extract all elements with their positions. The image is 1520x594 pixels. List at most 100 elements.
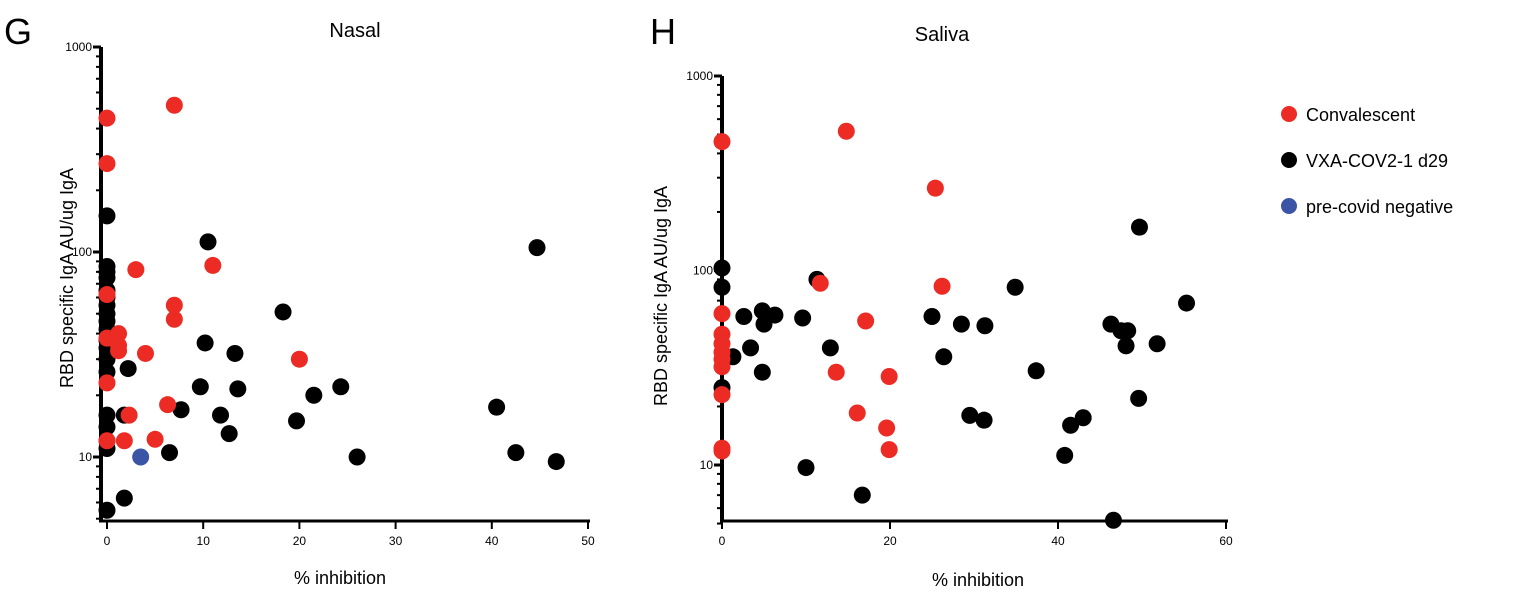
- panel-g-point-vxa-cov2-1-d29: [199, 233, 217, 251]
- panel-h-point-convalescent: [811, 274, 829, 292]
- panel-g-point-vxa-cov2-1-d29: [547, 453, 565, 471]
- panel-h-point-vxa-cov2-1-d29: [1178, 294, 1196, 312]
- panel-g-point-vxa-cov2-1-d29: [229, 380, 247, 398]
- panel-h-point-vxa-cov2-1-d29: [1117, 337, 1135, 355]
- panel-h-point-convalescent: [857, 312, 875, 330]
- panel-g-y-tick-label: 100: [72, 245, 92, 259]
- panel-h-point-vxa-cov2-1-d29: [1074, 409, 1092, 427]
- panel-h-points: [713, 122, 1196, 529]
- panel-h-point-vxa-cov2-1-d29: [1119, 322, 1137, 340]
- panel-g-point-convalescent: [165, 96, 183, 114]
- panel-h-point-vxa-cov2-1-d29: [1027, 362, 1045, 380]
- panel-g-point-vxa-cov2-1-d29: [98, 406, 116, 424]
- panel-g-point-convalescent: [290, 350, 308, 368]
- panel-g-point-vxa-cov2-1-d29: [507, 444, 525, 462]
- panel-h-point-vxa-cov2-1-d29: [1006, 278, 1024, 296]
- panel-g-x-tick-label: 10: [197, 534, 211, 548]
- legend-label-vxa: VXA-COV2-1 d29: [1306, 151, 1448, 171]
- panel-h-point-vxa-cov2-1-d29: [1130, 218, 1148, 236]
- panel-h-x-axis-label: % inhibition: [932, 570, 1024, 590]
- panel-h-point-vxa-cov2-1-d29: [976, 317, 994, 335]
- panel-g-point-vxa-cov2-1-d29: [119, 360, 137, 378]
- panel-g-point-convalescent: [136, 344, 154, 362]
- legend-entry-convalescent: Convalescent: [1281, 105, 1415, 125]
- panel-g-point-convalescent: [120, 406, 138, 424]
- panel-h-point-convalescent: [926, 179, 944, 197]
- panel-h-point-vxa-cov2-1-d29: [1062, 416, 1080, 434]
- panel-h-point-vxa-cov2-1-d29: [1056, 446, 1074, 464]
- panel-h-y-tick-label: 100: [693, 264, 713, 278]
- panel-g-point-convalescent: [165, 310, 183, 328]
- panel-g-point-vxa-cov2-1-d29: [288, 412, 306, 430]
- panel-g-x-tick-label: 50: [581, 534, 595, 548]
- panel-g-point-vxa-cov2-1-d29: [528, 239, 546, 257]
- panel-g-point-convalescent: [98, 374, 116, 392]
- panel-g-point-vxa-cov2-1-d29: [115, 489, 133, 507]
- panel-g-title: Nasal: [329, 20, 380, 42]
- panel-h-point-vxa-cov2-1-d29: [794, 309, 812, 327]
- panel-h-point-vxa-cov2-1-d29: [735, 308, 753, 326]
- panel-h-y-axis-label: RBD specific IgA AU/ug IgA: [651, 186, 671, 406]
- panel-h-point-convalescent: [827, 363, 845, 381]
- panel-h-point-convalescent: [880, 368, 898, 386]
- panel-h-point-convalescent: [848, 404, 866, 422]
- panel-g-point-convalescent: [115, 432, 133, 450]
- panel-g-point-convalescent: [127, 261, 145, 279]
- panel-g-letter: G: [4, 11, 32, 52]
- panel-h-point-vxa-cov2-1-d29: [1148, 335, 1166, 353]
- panel-g-point-convalescent: [98, 155, 116, 173]
- panel-h: H Saliva % inhibition RBD specific IgA A…: [650, 11, 1233, 590]
- panel-g-point-convalescent: [165, 296, 183, 314]
- legend-label-pre-covid: pre-covid negative: [1306, 197, 1453, 217]
- panel-h-x-tick-label: 40: [1051, 534, 1065, 548]
- panel-h-x-tick-label: 60: [1219, 534, 1233, 548]
- panel-g-point-vxa-cov2-1-d29: [191, 378, 209, 396]
- panel-g-x-tick-label: 30: [389, 534, 403, 548]
- panel-g-point-convalescent: [98, 432, 116, 450]
- panel-g-y-axis-label: RBD specific IgA AU/ug IgA: [57, 168, 77, 388]
- legend-entry-pre-covid: pre-covid negative: [1281, 197, 1453, 217]
- panel-g-x-tick-label: 20: [293, 534, 307, 548]
- panel-h-point-vxa-cov2-1-d29: [713, 259, 731, 277]
- legend-marker-convalescent: [1281, 106, 1297, 122]
- legend-label-convalescent: Convalescent: [1306, 105, 1415, 125]
- panel-h-point-convalescent: [713, 442, 731, 460]
- panel-h-x-tick-label: 20: [883, 534, 897, 548]
- panel-h-x-tick-label: 0: [719, 534, 726, 548]
- panel-g-point-vxa-cov2-1-d29: [172, 401, 190, 419]
- panel-g-x-axis-label: % inhibition: [294, 568, 386, 588]
- panel-h-point-convalescent: [713, 386, 731, 404]
- panel-h-point-convalescent: [933, 277, 951, 295]
- panel-g-point-convalescent: [98, 286, 116, 304]
- panel-g-point-vxa-cov2-1-d29: [212, 406, 230, 424]
- panel-h-point-vxa-cov2-1-d29: [952, 315, 970, 333]
- panel-g-y-tick-label: 10: [79, 450, 93, 464]
- panel-h-y-tick-label: 10: [700, 458, 714, 472]
- panel-h-point-vxa-cov2-1-d29: [742, 339, 760, 357]
- panel-g-point-convalescent: [146, 430, 164, 448]
- panel-g-point-convalescent: [204, 256, 222, 274]
- panel-g-point-vxa-cov2-1-d29: [488, 398, 506, 416]
- panel-g-point-vxa-cov2-1-d29: [226, 344, 244, 362]
- panel-g-x-tick-label: 40: [485, 534, 499, 548]
- panel-g-point-vxa-cov2-1-d29: [348, 448, 366, 466]
- panel-h-point-vxa-cov2-1-d29: [797, 459, 815, 477]
- panel-g-point-convalescent: [110, 325, 128, 343]
- panel-g-point-convalescent: [110, 342, 128, 360]
- panel-g-point-vxa-cov2-1-d29: [196, 334, 214, 352]
- panel-g-point-vxa-cov2-1-d29: [332, 378, 350, 396]
- panel-g-point-vxa-cov2-1-d29: [220, 425, 238, 443]
- panel-h-point-vxa-cov2-1-d29: [935, 348, 953, 366]
- panel-g-point-vxa-cov2-1-d29: [98, 418, 116, 436]
- panel-h-point-convalescent: [878, 419, 896, 437]
- panel-h-point-vxa-cov2-1-d29: [1104, 511, 1122, 529]
- panel-h-point-convalescent: [713, 305, 731, 323]
- panel-g-point-vxa-cov2-1-d29: [98, 269, 116, 287]
- panel-h-point-convalescent: [880, 441, 898, 459]
- panel-h-point-vxa-cov2-1-d29: [853, 486, 871, 504]
- panel-h-point-convalescent: [713, 133, 731, 151]
- panel-g-point-vxa-cov2-1-d29: [161, 444, 179, 462]
- legend-entry-vxa: VXA-COV2-1 d29: [1281, 151, 1448, 171]
- panel-g-point-pre-covid-negative: [132, 448, 150, 466]
